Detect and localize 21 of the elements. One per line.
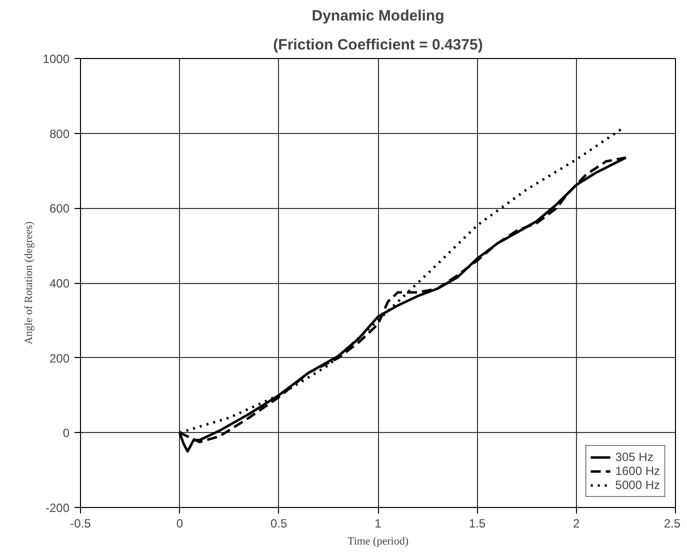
x-tick-label: 1.5	[468, 516, 486, 530]
y-tick-label: 800	[49, 126, 70, 141]
legend-label: 5000 Hz	[615, 478, 660, 492]
y-tick-label: 200	[49, 351, 70, 366]
y-tick-label: 400	[49, 276, 70, 290]
x-tick-label: 1	[374, 516, 382, 530]
y-tick-label: 1000	[42, 52, 70, 66]
legend-label: 305 Hz	[615, 450, 654, 464]
x-tick-label: -0.5	[70, 516, 92, 530]
x-axis-title: Time (period)	[348, 536, 409, 548]
x-tick-label: 2.5	[664, 516, 681, 530]
x-tick-label: 2	[572, 516, 580, 530]
legend-label: 1600 Hz	[615, 464, 660, 478]
x-tick-label: 0	[176, 516, 184, 530]
y-tick-label: 600	[49, 202, 70, 216]
chart-title: Dynamic Modeling	[312, 8, 444, 24]
y-tick-label: -200	[45, 501, 70, 515]
y-axis-title: Angle of Rotation (degrees)	[22, 221, 35, 345]
y-tick-label: 0	[62, 426, 70, 440]
x-tick-label: 0.5	[270, 516, 288, 530]
chart-subtitle: (Friction Coefficient = 0.4375)	[273, 36, 483, 54]
